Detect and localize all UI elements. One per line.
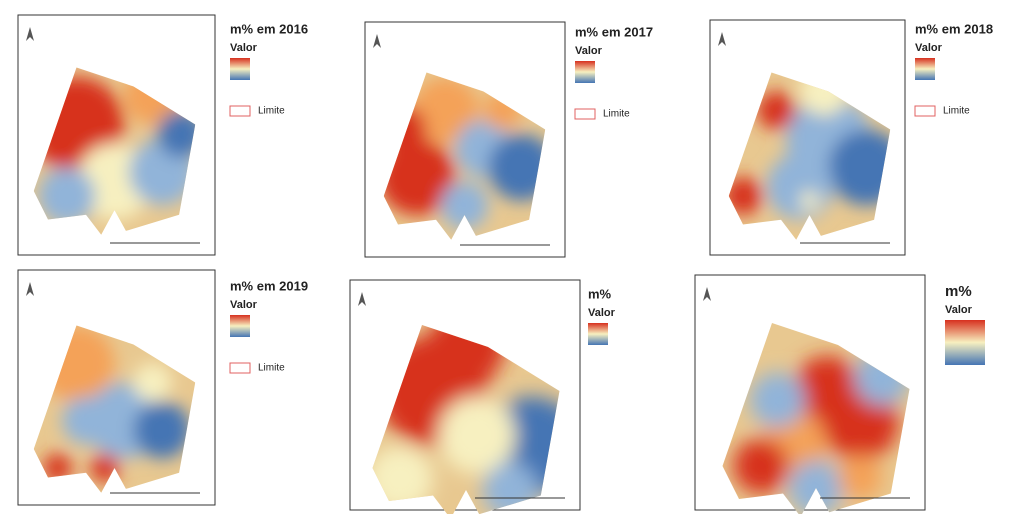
- legend-label: Valor: [230, 299, 258, 311]
- legend-label: Valor: [575, 45, 603, 57]
- north-arrow: [718, 32, 726, 46]
- map-frame: [709, 19, 906, 256]
- blob: [488, 134, 546, 201]
- blob: [372, 446, 434, 513]
- blob: [483, 91, 522, 130]
- blob: [750, 372, 805, 428]
- map-panel: m% em 2017 Valor Limite: [364, 21, 653, 258]
- map-frame: [349, 279, 581, 511]
- legend-ramp: [588, 323, 608, 345]
- blob: [800, 191, 819, 211]
- map-panel: m% em 2018 Valor Limite: [709, 19, 993, 256]
- panel-title: m%: [945, 283, 972, 300]
- map: [383, 72, 546, 240]
- map-fill: [728, 72, 891, 240]
- map-fill: [722, 323, 910, 517]
- map: [728, 72, 891, 240]
- map: [722, 323, 910, 517]
- map-panel: m% Valor: [694, 274, 985, 517]
- map-fill: [33, 67, 196, 235]
- blob: [133, 363, 172, 402]
- map: [372, 325, 560, 519]
- blob: [766, 153, 834, 220]
- legend-label: Valor: [915, 42, 943, 54]
- panel-title: m% em 2019: [230, 278, 308, 293]
- blob: [854, 350, 910, 406]
- legend-label: Valor: [230, 42, 258, 54]
- map-frame: [17, 269, 216, 506]
- boundary-label: Limite: [943, 106, 970, 117]
- blob: [427, 325, 505, 386]
- blob: [133, 401, 191, 459]
- blob: [412, 77, 479, 144]
- panel-title: m% em 2016: [230, 21, 308, 36]
- blob: [383, 139, 456, 216]
- boundary-label: Limite: [258, 106, 285, 117]
- blobs: [38, 325, 191, 483]
- north-arrow: [26, 282, 34, 296]
- blob: [38, 167, 96, 225]
- map-frame: [694, 274, 926, 511]
- blob: [728, 177, 763, 216]
- panel-title: m%: [588, 286, 612, 301]
- map-panel: m% Valor: [349, 279, 616, 519]
- panel-title: m% em 2018: [915, 21, 993, 36]
- map: [33, 325, 196, 493]
- north-arrow: [358, 292, 366, 306]
- blob: [62, 396, 110, 445]
- map-panel: m% em 2016 Valor Limite: [17, 14, 308, 256]
- map-frame: [364, 21, 566, 258]
- legend-ramp: [915, 58, 935, 80]
- blob: [788, 460, 844, 516]
- boundary-swatch: [229, 105, 251, 117]
- blob: [838, 455, 882, 499]
- legend-ramp: [575, 61, 595, 83]
- blob: [383, 105, 427, 154]
- north-arrow: [703, 287, 711, 301]
- blob: [90, 453, 120, 483]
- panel-title: m% em 2017: [575, 24, 653, 39]
- blob: [757, 91, 796, 130]
- legend-label: Valor: [588, 307, 616, 319]
- map-fill: [33, 325, 196, 493]
- map-frame: [17, 14, 216, 256]
- blob: [438, 396, 516, 474]
- legend-label: Valor: [945, 304, 973, 316]
- map-panel: m% em 2019 Valor Limite: [17, 269, 308, 506]
- boundary-swatch: [914, 105, 936, 117]
- map-fill: [383, 72, 546, 240]
- blob: [733, 438, 789, 494]
- blob: [43, 453, 72, 483]
- north-arrow: [373, 34, 381, 48]
- blob: [440, 181, 489, 230]
- blob: [800, 72, 848, 116]
- legend-ramp: [945, 320, 985, 365]
- legend-ramp: [230, 315, 250, 337]
- boundary-swatch: [229, 362, 251, 374]
- boundary-label: Limite: [258, 363, 285, 374]
- legend-ramp: [230, 58, 250, 80]
- map: [33, 67, 196, 235]
- blob: [828, 129, 891, 206]
- blob: [157, 110, 196, 158]
- map-fill: [372, 325, 560, 519]
- blobs: [728, 72, 891, 220]
- boundary-label: Limite: [603, 109, 630, 120]
- north-arrow: [26, 27, 34, 41]
- boundary-swatch: [574, 108, 596, 120]
